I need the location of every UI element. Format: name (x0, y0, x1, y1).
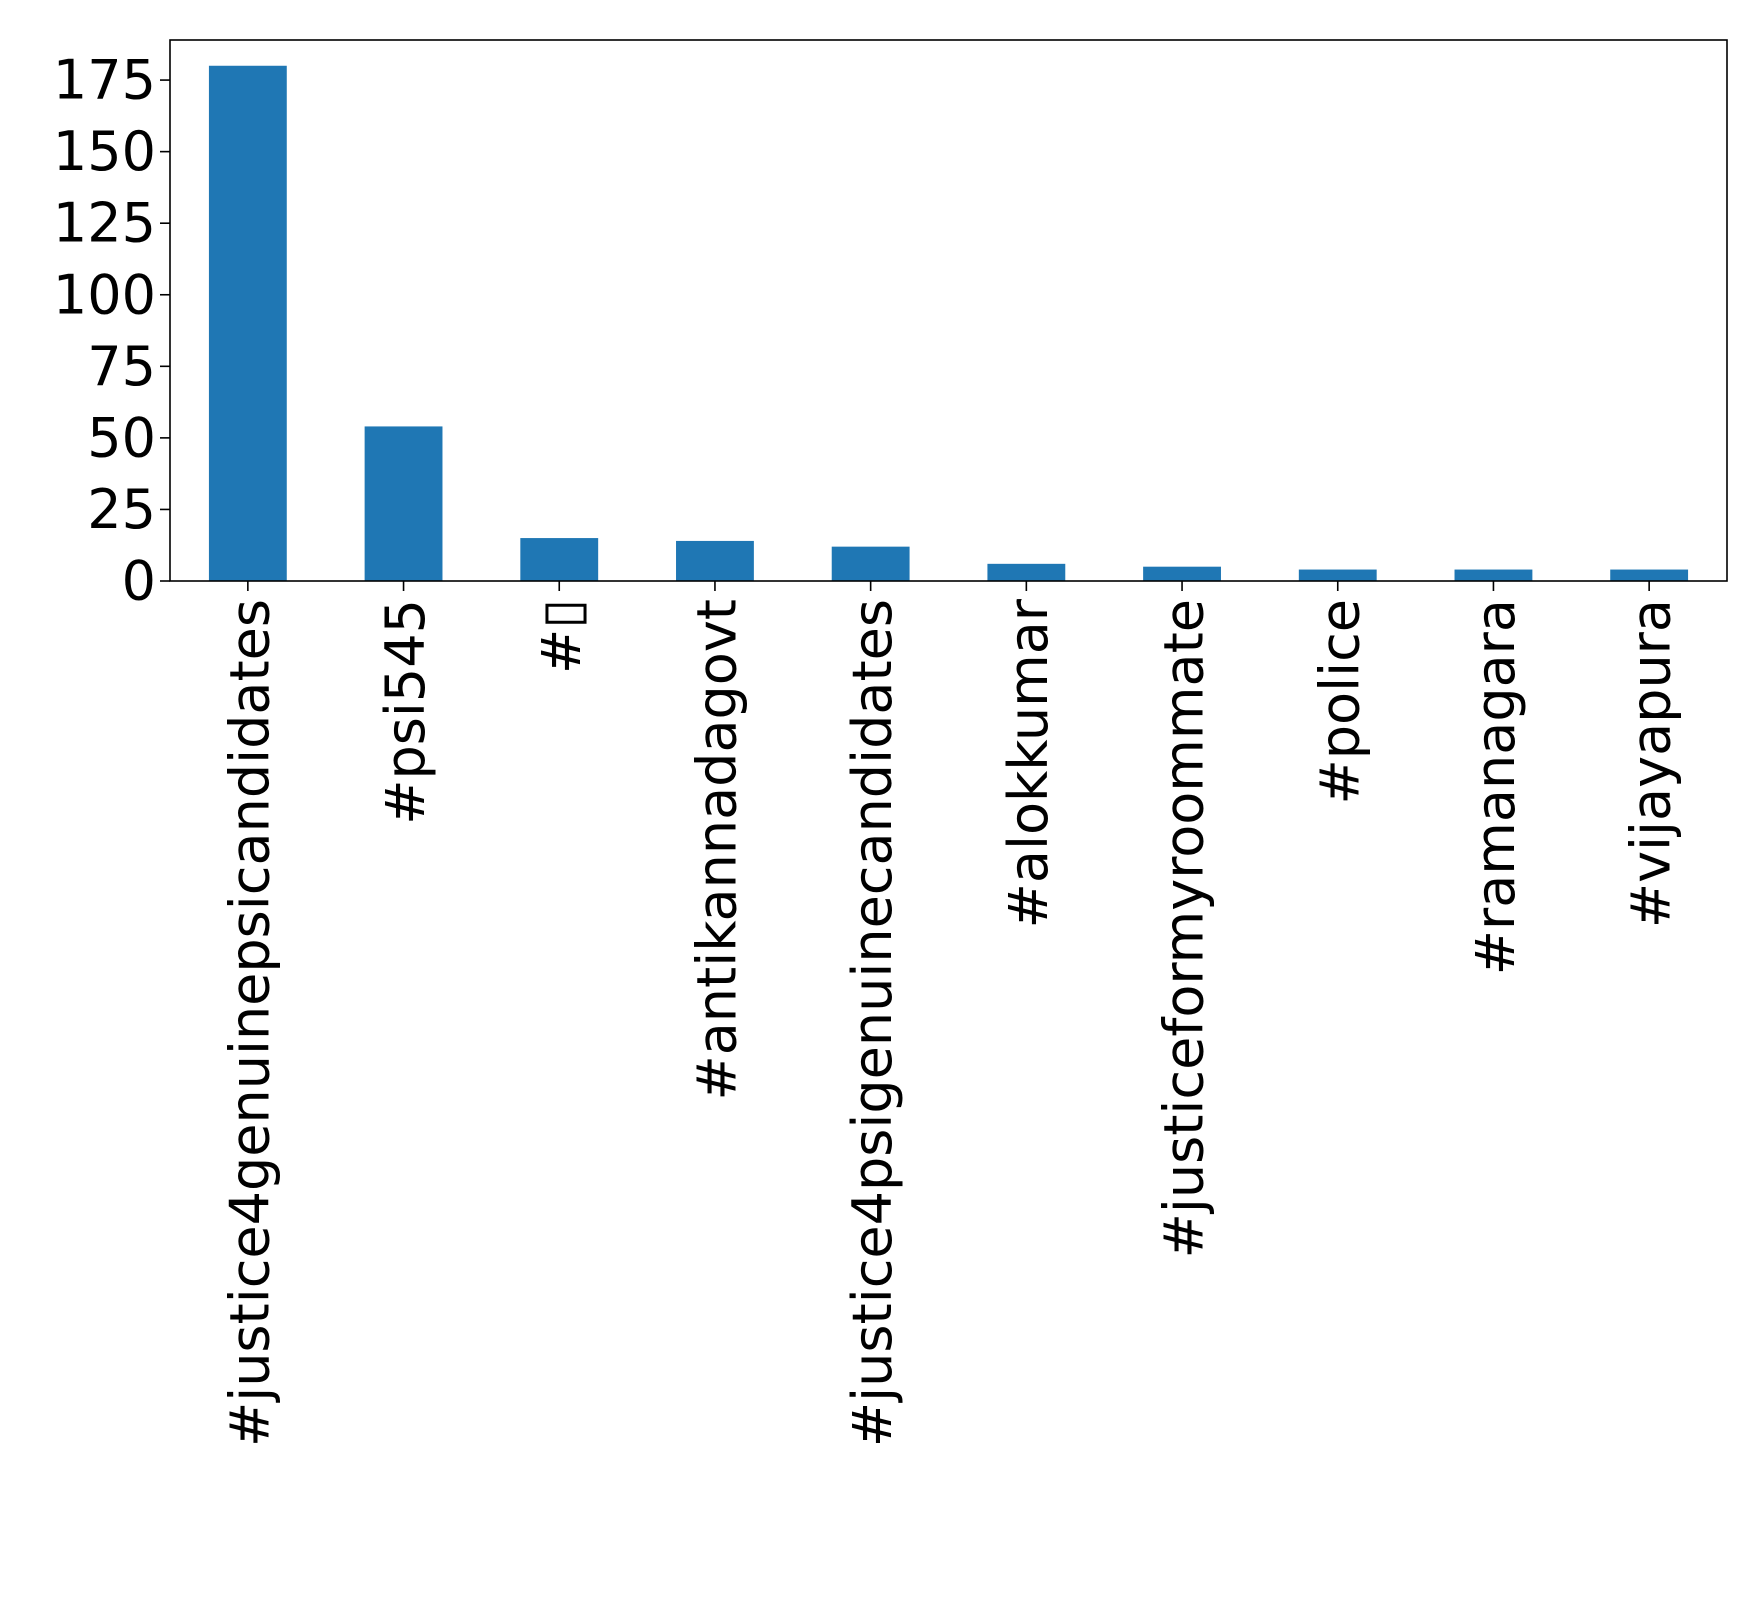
bar (1454, 569, 1533, 581)
bar (1610, 569, 1689, 581)
y-tick-label: 175 (53, 49, 156, 112)
bars-group (208, 65, 1689, 581)
bar (831, 546, 910, 581)
bar (987, 563, 1066, 581)
bar (1298, 569, 1377, 581)
x-axis: #justice4genuinepsicandidates #psi545 #▯ #a… (218, 581, 1683, 1447)
bar (676, 540, 754, 581)
bar (364, 426, 443, 581)
y-tick-label: 25 (87, 478, 156, 541)
bar (1143, 566, 1221, 581)
x-tick-label: #antikannadagovt (685, 599, 748, 1101)
x-tick-label: #vijayapura (1620, 599, 1683, 928)
x-tick-label: #ramanagara (1464, 599, 1527, 975)
y-tick-label: 75 (87, 335, 156, 398)
y-tick-label: 0 (122, 550, 156, 613)
plot-frame (169, 39, 1728, 582)
x-tick-label: #psi545 (374, 599, 437, 825)
x-tick-label: #▯ (530, 599, 593, 674)
x-tick-label: #justice4genuinepsicandidates (218, 599, 281, 1447)
y-axis: 0 25 50 75 100 125 150 175 (53, 49, 170, 613)
y-tick-label: 100 (53, 263, 156, 326)
y-tick-label: 125 (53, 192, 156, 255)
bar (520, 538, 599, 581)
x-tick-label: #alokkumar (997, 598, 1060, 928)
x-tick-label: #justice4psigenuinecandidates (841, 599, 904, 1447)
x-tick-label: #justiceformyroommate (1153, 599, 1216, 1258)
y-tick-label: 150 (53, 120, 156, 183)
bar (208, 65, 287, 581)
x-tick-label: #police (1308, 599, 1371, 804)
y-tick-label: 50 (87, 406, 156, 469)
